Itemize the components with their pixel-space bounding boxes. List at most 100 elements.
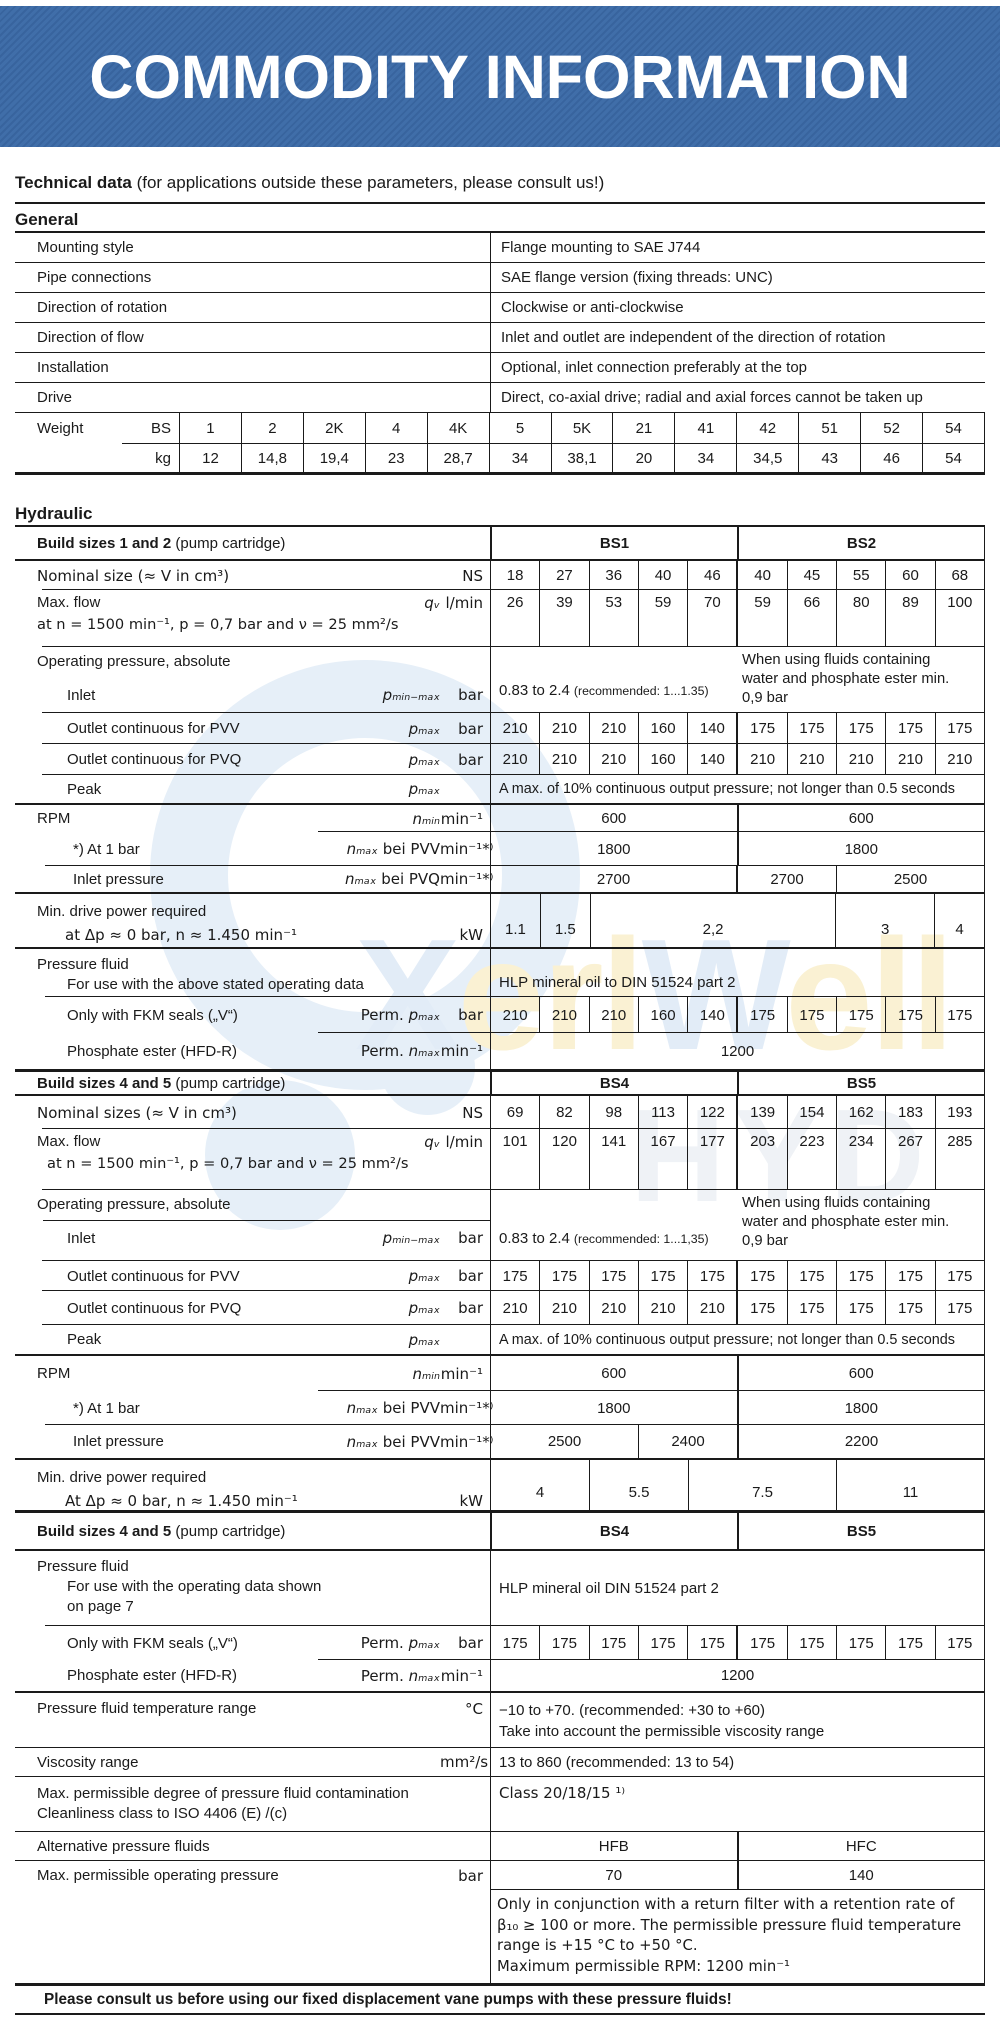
row-label-group: Nominal sizes (≈ V in cm³) NS — [15, 1096, 490, 1129]
row-label-group: Outlet continuous for PVV pₘₐₓ bar — [15, 713, 490, 744]
quantity-symbol: pₘₐₓ — [408, 750, 440, 769]
table-cell: 36 — [588, 561, 638, 590]
page-banner: COMMODITY INFORMATION — [0, 6, 1000, 147]
table-cell: 175 — [885, 1261, 934, 1291]
row-value: Flange mounting to SAE J744 — [490, 233, 985, 262]
unit-label: kW — [459, 1492, 483, 1510]
row-label-group: Alternative pressure fluids — [15, 1832, 490, 1860]
table-cell: 210 — [885, 744, 934, 775]
quantity-symbol: Perm. pₘₐₓ — [360, 1006, 440, 1024]
watermark-text: XerlWell — [355, 907, 955, 1083]
row-value: Inlet and outlet are independent of the … — [490, 323, 985, 352]
quantity-symbol: pₘₐₓ — [408, 719, 440, 738]
table-cell: 175 — [736, 1291, 786, 1325]
row-label-group: RPM nₘᵢₙ min⁻¹ — [15, 1356, 490, 1391]
row-label: Drive — [37, 389, 73, 406]
table-cell: 2K — [302, 413, 365, 444]
table-cell: 210 — [539, 713, 588, 744]
table-cell: 175 — [836, 1626, 885, 1660]
row-label-group: Max. flow qᵥ l/min at n = 1500 min⁻¹, p … — [15, 590, 490, 647]
weight-size-cells: 1 2 2K 4 4K 5 5K 21 41 42 51 52 54 — [179, 413, 985, 444]
table-cell: 175 — [836, 713, 885, 744]
unit-label: bar — [458, 750, 483, 769]
watermark-circle-icon — [380, 1020, 475, 1115]
unit-label: BS — [150, 420, 171, 437]
table-cell: 210 — [836, 744, 885, 775]
value-cells: 69 82 98 113 122 139 154 162 183 193 — [490, 1096, 985, 1129]
row-label: Direction of flow — [37, 329, 144, 346]
table-cell: 175 — [934, 1626, 984, 1660]
value-cells: 2700 2700 2500 — [490, 866, 985, 892]
table-cell: 3 — [835, 894, 934, 947]
row-label-group: Min. drive power required at Δp ≈ 0 bar,… — [15, 894, 490, 947]
table-cell: 53 — [588, 590, 638, 647]
unit-label: bar — [458, 1634, 483, 1652]
row-value-group: 0.83 to 2.4 (recommended: 1...1.35) When … — [490, 647, 985, 713]
row-value: Optional, inlet connection preferably at… — [490, 353, 985, 382]
table-cell: 175 — [687, 1261, 736, 1291]
table-cell: 203 — [736, 1129, 786, 1190]
row-build-sizes-1-2: Build sizes 1 and 2 (pump cartridge) BS1… — [15, 527, 985, 561]
table-cell: 210 — [588, 744, 638, 775]
unit-label: min⁻¹ — [440, 1364, 483, 1383]
table-cell: 175 — [836, 1291, 885, 1325]
table-cell: 140 — [687, 744, 736, 775]
value-cells: 70 140 — [490, 1861, 985, 1890]
row-label: Inlet — [67, 1229, 96, 1247]
bs-header-cells: BS4 BS5 — [490, 1072, 985, 1094]
value-cells: HFB HFC — [490, 1832, 985, 1860]
divider — [15, 231, 985, 233]
row-label: Phosphate ester (HFD-R) — [67, 1667, 238, 1684]
table-cell: 175 — [588, 1261, 638, 1291]
table-cell: BS5 — [737, 1513, 984, 1549]
row-label: Outlet continuous for PVV — [67, 720, 240, 737]
row-outlet-pvv: Outlet continuous for PVV pₘₐₓ bar 210 21… — [15, 713, 985, 744]
row-label: RPM — [37, 810, 71, 827]
unit-label: kW — [459, 926, 483, 944]
technical-data-heading: Technical data (for applications outside… — [15, 173, 985, 195]
table-cell: 175 — [885, 1626, 934, 1660]
row-label — [15, 444, 122, 472]
table-cell: 175 — [637, 1261, 687, 1291]
weight-row-sizes: Weight BS 1 2 2K 4 4K 5 5K 21 41 42 51 52 54 — [15, 413, 985, 444]
heading-rest: (for applications outside these paramete… — [131, 173, 605, 192]
row-value: 13 to 860 (recommended: 13 to 54) — [490, 1748, 985, 1776]
table-cell: 1 — [206, 420, 215, 437]
row-label-group: Phosphate ester (HFD-R) Perm. nₘₐₓ min⁻¹ — [15, 1660, 490, 1691]
table-cell: 14,8 — [240, 444, 303, 472]
table-cell: 101 — [502, 1133, 528, 1150]
row-sublabel: at n = 1500 min⁻¹, p = 0,7 bar and ν = 2… — [47, 1155, 409, 1172]
table-cell: 45 — [786, 561, 836, 590]
table-cell: 1800 — [736, 832, 985, 866]
table-cell: 140 — [687, 997, 736, 1033]
table-cell: 2500 — [547, 1433, 582, 1450]
quantity-symbol: pₘᵢₙ₋ₘₐₓ — [382, 686, 440, 704]
table-cell: 175 — [786, 1626, 836, 1660]
row-label-group: Operating pressure, absolute Inlet pₘᵢₙ₋… — [15, 647, 490, 713]
table-cell: 2,2 — [589, 894, 836, 947]
row-label-group: Outlet continuous for PVQ pₘₐₓ bar — [15, 744, 490, 775]
table-cell: 39 — [539, 590, 588, 647]
table-cell: 154 — [786, 1096, 836, 1129]
empty-cell — [15, 1890, 490, 1983]
row-phosphate-ester: Phosphate ester (HFD-R) Perm. nₘₐₓ min⁻¹… — [15, 1660, 985, 1693]
inlet-pressure-value: 0.83 to 2.4 (recommended: 1...1,35) — [499, 1230, 709, 1247]
row-label: Max. permissible degree of pressure flui… — [37, 1785, 409, 1802]
table-cell: 175 — [885, 997, 934, 1033]
table-cell: 177 — [687, 1129, 736, 1190]
row-sublabel: at Δp ≈ 0 bar, n ≈ 1.450 min⁻¹ — [65, 926, 297, 944]
row-value: Direct, co-axial drive; radial and axial… — [490, 383, 985, 412]
row-label-group: Outlet continuous for PVQ pₘₐₓ bar — [15, 1291, 490, 1325]
table-cell: 4 — [535, 1484, 545, 1501]
quantity-symbol: nₘₐₓ bei PVV — [346, 1432, 440, 1451]
row-operating-pressure: Operating pressure, absolute Inlet pₘᵢₙ₋… — [15, 1190, 985, 1261]
note-text: Only in conjunction with a return filter… — [490, 1890, 985, 1983]
table-cell: 4 — [364, 413, 427, 444]
row-label: Only with FKM seals („V“) — [67, 1634, 238, 1652]
table-cell: 27 — [539, 561, 588, 590]
table-cell: 4 — [934, 894, 984, 947]
unit-label: min⁻¹*⁾ — [440, 1432, 494, 1451]
table-cell: 175 — [736, 1626, 786, 1660]
table-cell: 11 — [836, 1460, 984, 1510]
table-cell: BS1 — [599, 534, 630, 552]
